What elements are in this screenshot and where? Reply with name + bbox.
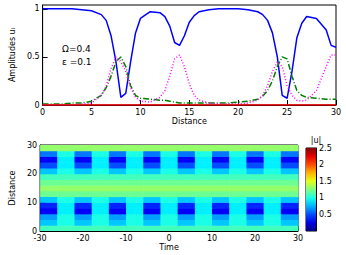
svg-text:-30: -30 bbox=[34, 234, 47, 243]
svg-text:25: 25 bbox=[282, 108, 292, 117]
svg-text:|u|: |u| bbox=[310, 135, 322, 145]
svg-text:10: 10 bbox=[207, 234, 217, 243]
svg-text:30: 30 bbox=[293, 234, 303, 243]
svg-text:0: 0 bbox=[35, 101, 40, 110]
svg-text:30: 30 bbox=[331, 108, 341, 117]
svg-text:20: 20 bbox=[250, 234, 260, 243]
svg-text:0: 0 bbox=[32, 226, 38, 236]
svg-text:Ω=0.4: Ω=0.4 bbox=[62, 44, 91, 54]
svg-text:0: 0 bbox=[166, 234, 171, 243]
svg-text:Time: Time bbox=[158, 243, 179, 252]
svg-text:Distance: Distance bbox=[172, 117, 207, 126]
svg-text:0.5: 0.5 bbox=[27, 52, 40, 61]
svg-text:2: 2 bbox=[319, 160, 324, 169]
svg-text:15: 15 bbox=[184, 108, 194, 117]
svg-text:ε =0.1: ε =0.1 bbox=[62, 57, 92, 67]
svg-text:1.5: 1.5 bbox=[319, 177, 332, 186]
svg-text:-10: -10 bbox=[120, 234, 133, 243]
svg-text:Distance: Distance bbox=[8, 170, 17, 205]
svg-text:10: 10 bbox=[27, 198, 37, 207]
svg-text:0: 0 bbox=[40, 108, 45, 117]
svg-text:1: 1 bbox=[319, 193, 324, 202]
svg-text:10: 10 bbox=[135, 108, 145, 117]
svg-text:20: 20 bbox=[27, 169, 37, 178]
svg-text:2.5: 2.5 bbox=[319, 144, 332, 153]
svg-text:Amplitudes uᵢ: Amplitudes uᵢ bbox=[8, 28, 17, 82]
svg-text:30: 30 bbox=[27, 141, 37, 150]
svg-text:0.5: 0.5 bbox=[319, 210, 332, 219]
svg-text:1: 1 bbox=[35, 4, 40, 13]
svg-text:-20: -20 bbox=[77, 234, 90, 243]
svg-text:20: 20 bbox=[233, 108, 243, 117]
svg-text:5: 5 bbox=[89, 108, 94, 117]
